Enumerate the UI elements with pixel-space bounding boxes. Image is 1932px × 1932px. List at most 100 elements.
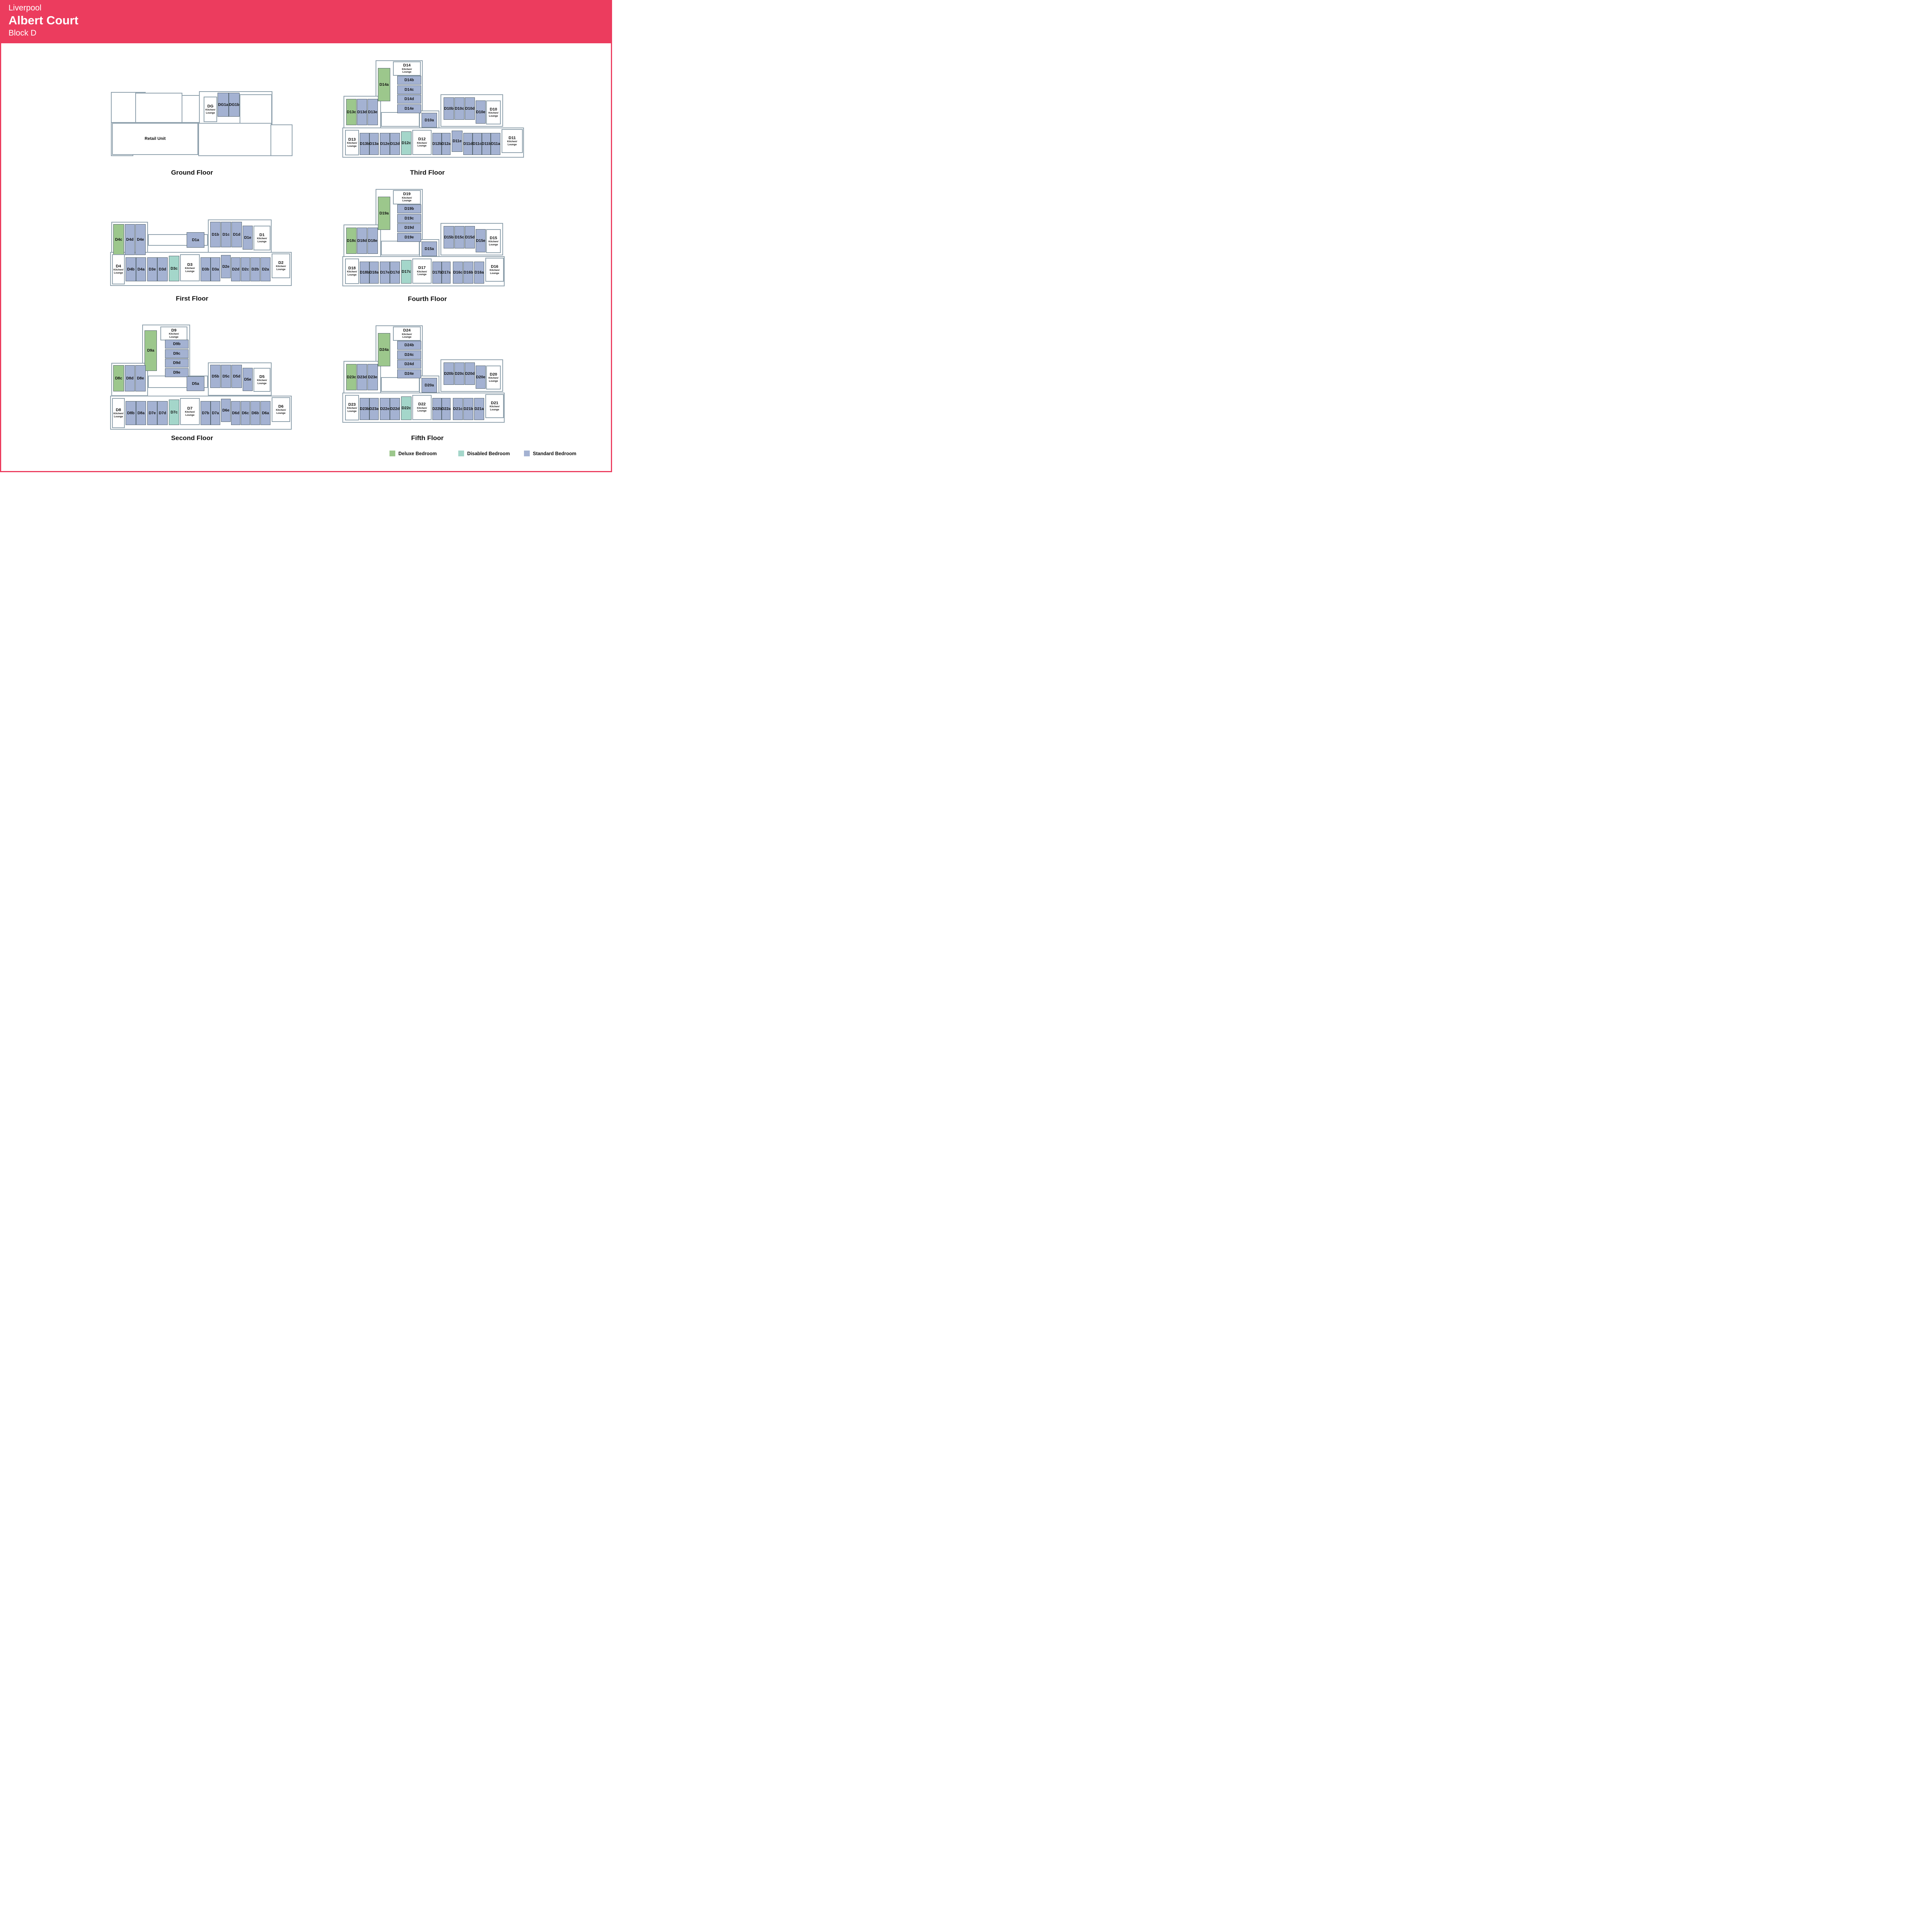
room-d22d: D22d xyxy=(390,398,400,420)
room-d8b: D8b xyxy=(126,401,136,425)
room-label: D19d xyxy=(404,226,414,230)
room-sublabel: Kitchen/Lounge xyxy=(185,267,195,273)
room-sublabel: Kitchen/Lounge xyxy=(402,196,412,202)
room-label: D22c xyxy=(401,406,411,410)
room-d20a: D20a xyxy=(422,378,437,393)
room-label: D9a xyxy=(147,349,155,353)
room-d2a: D2a xyxy=(260,257,270,281)
room-d9b: D9b xyxy=(165,340,189,349)
room-sublabel: Kitchen/Lounge xyxy=(185,411,195,417)
room-d3: D3 Kitchen/Lounge xyxy=(180,254,200,281)
room-d3c: D3c xyxy=(169,256,179,281)
floor-title-ground-floor: Ground Floor xyxy=(171,169,213,176)
room-d4d: D4d xyxy=(125,224,135,255)
room-label: D20a xyxy=(425,383,434,388)
room-d12: D12 Kitchen/Lounge xyxy=(412,130,432,155)
room-label: D16c xyxy=(453,270,463,275)
room-label: D23 xyxy=(348,402,356,407)
room-label: D7a xyxy=(212,411,219,415)
room-d6d: D6d xyxy=(231,401,240,425)
header-banner: Liverpool Albert Court Block D xyxy=(0,0,612,43)
room-label: D10b xyxy=(444,106,454,111)
header-city: Liverpool xyxy=(9,3,42,12)
page-border xyxy=(0,0,612,472)
room-label: D1b xyxy=(212,232,219,237)
room-d23e: D23e xyxy=(367,364,378,390)
room-label: Retail Unit xyxy=(145,136,166,141)
room-label: D13d xyxy=(357,110,367,114)
room-d19b: D19b xyxy=(397,204,421,213)
room-d24a: D24a xyxy=(378,333,390,366)
room-d21: D21 Kitchen/Lounge xyxy=(485,394,504,418)
room-d4a: D4a xyxy=(136,257,146,281)
room-d19a: D19a xyxy=(378,197,390,230)
room-d1c: D1c xyxy=(221,222,231,247)
room-sublabel: Kitchen/Lounge xyxy=(488,240,498,246)
room-d22e: D22e xyxy=(380,398,390,420)
room-d8e: D8e xyxy=(135,365,146,391)
room-sublabel: Kitchen/Lounge xyxy=(490,269,500,275)
room-label: D14c xyxy=(405,88,414,92)
room-d14d: D14d xyxy=(397,95,421,104)
room-d13e: D13e xyxy=(367,99,378,125)
room-label: D9 xyxy=(171,328,177,333)
room-d3b: D3b xyxy=(201,257,211,281)
room-d13a: D13a xyxy=(369,133,379,155)
building-outline xyxy=(381,377,420,392)
room-d1e: D1e xyxy=(243,226,253,250)
floor-title-third-floor: Third Floor xyxy=(410,169,445,176)
room-sublabel: Kitchen/Lounge xyxy=(417,406,427,413)
room-label: D9e xyxy=(173,371,180,375)
room-d15b: D15b xyxy=(444,226,454,248)
room-label: D12 xyxy=(418,137,426,142)
room-d12a: D12a xyxy=(442,133,451,155)
room-retail-unit: Retail Unit xyxy=(112,123,198,155)
room-d22: D22 Kitchen/Lounge xyxy=(412,395,432,420)
room-d10d: D10d xyxy=(465,97,475,120)
building-outline xyxy=(182,95,200,123)
room-d11c: D11c xyxy=(473,133,482,155)
room-d21c: D21c xyxy=(453,398,463,420)
room-label: D20 xyxy=(490,372,497,377)
room-label: D8a xyxy=(137,411,145,415)
room-d9a: D9a xyxy=(145,330,157,371)
room-label: D10a xyxy=(425,118,434,122)
room-label: D2a xyxy=(262,267,269,272)
room-label: D8d xyxy=(126,376,134,381)
room-d1b: D1b xyxy=(210,222,221,247)
room-sublabel: Kitchen/Lounge xyxy=(347,270,357,276)
room-d23b: D23b xyxy=(360,398,369,420)
room-label: D17d xyxy=(390,270,400,275)
room-sublabel: Kitchen/Lounge xyxy=(347,407,357,413)
room-label: D13e xyxy=(368,110,378,114)
room-label: DG1a xyxy=(218,102,228,107)
room-label: D7 xyxy=(187,406,193,411)
room-d5a: D5a xyxy=(187,376,204,391)
room-label: D23d xyxy=(357,375,367,379)
room-label: D3b xyxy=(202,267,209,272)
room-label: D18 xyxy=(348,265,356,270)
legend-item-disabled-bedroom: Disabled Bedroom xyxy=(458,451,510,456)
room-label: D11 xyxy=(509,135,516,140)
room-d20: D20 Kitchen/Lounge xyxy=(486,366,501,389)
room-d24b: D24b xyxy=(397,341,421,350)
room-label: D4c xyxy=(115,237,122,242)
room-label: D21b xyxy=(463,407,473,411)
room-label: D13b xyxy=(360,142,369,146)
room-label: D13c xyxy=(347,110,356,114)
room-d7e: D7e xyxy=(147,401,157,425)
room-label: D2d xyxy=(232,267,240,272)
room-label: D17c xyxy=(401,270,411,274)
room-d20e: D20e xyxy=(476,366,486,389)
standard-bedroom-label: Standard Bedroom xyxy=(533,451,577,456)
room-d17a: D17a xyxy=(442,262,451,284)
room-label: D1a xyxy=(192,238,199,242)
room-d10a: D10a xyxy=(422,113,437,128)
room-d7d: D7d xyxy=(157,401,168,425)
room-label: D5d xyxy=(233,374,240,379)
room-label: D20b xyxy=(444,371,454,376)
room-label: D5 xyxy=(259,374,265,379)
room-label: D11b xyxy=(481,142,491,146)
room-d19c: D19c xyxy=(397,214,421,223)
room-sublabel: Kitchen/Lounge xyxy=(402,68,412,74)
